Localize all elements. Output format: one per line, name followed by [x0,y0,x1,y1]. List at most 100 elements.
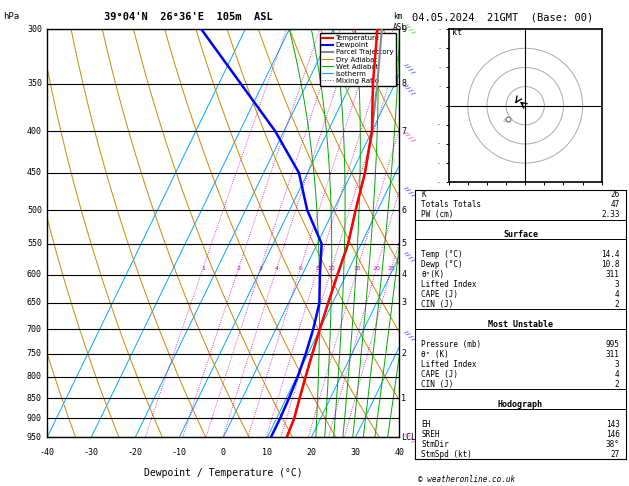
Text: 38°: 38° [606,440,620,449]
Text: 450: 450 [27,168,42,177]
Text: Temp (°C): Temp (°C) [421,250,463,259]
Text: 10: 10 [328,266,335,271]
Text: SREH: SREH [421,430,440,439]
Text: CAPE (J): CAPE (J) [421,370,459,379]
Text: 5: 5 [401,239,406,248]
Text: 700: 700 [27,325,42,334]
Text: 4: 4 [401,270,406,279]
Text: -10: -10 [172,448,187,457]
Text: 3: 3 [259,266,262,271]
Text: CIN (J): CIN (J) [421,300,454,309]
Text: 4: 4 [615,370,620,379]
Text: 2: 2 [615,300,620,309]
Text: 10: 10 [262,448,272,457]
Text: 27: 27 [610,450,620,459]
Text: 2.33: 2.33 [601,210,620,219]
Text: km
ASL: km ASL [393,12,407,32]
Text: 8: 8 [316,266,320,271]
Text: Dewp (°C): Dewp (°C) [421,260,463,269]
Text: 4: 4 [275,266,279,271]
Text: 14.4: 14.4 [601,250,620,259]
Text: 146: 146 [606,430,620,439]
Text: 6: 6 [298,266,302,271]
Text: 47: 47 [610,200,620,209]
Text: Pressure (mb): Pressure (mb) [421,340,482,349]
Text: © weatheronline.co.uk: © weatheronline.co.uk [418,474,515,484]
Text: -30: -30 [84,448,99,457]
Text: ////: //// [403,249,416,263]
Text: StmSpd (kt): StmSpd (kt) [421,450,472,459]
Text: ////: //// [403,62,416,76]
Text: EH: EH [421,420,431,429]
Text: 350: 350 [27,79,42,88]
Text: 20: 20 [372,266,381,271]
Text: Mixing Ratio (g/kg): Mixing Ratio (g/kg) [416,190,425,277]
Text: hPa: hPa [3,12,19,21]
Text: LCL: LCL [401,433,416,442]
Text: 6: 6 [401,206,406,215]
Text: 550: 550 [27,239,42,248]
Text: 26: 26 [610,190,620,199]
Text: 650: 650 [27,298,42,308]
Text: 4: 4 [615,290,620,299]
Text: ////: //// [403,430,416,445]
Text: -40: -40 [40,448,55,457]
Text: 25: 25 [387,266,396,271]
Text: 500: 500 [27,206,42,215]
Text: Hodograph: Hodograph [498,400,543,409]
Text: ////: //// [403,22,416,36]
Text: CIN (J): CIN (J) [421,380,454,389]
Text: 8: 8 [401,79,406,88]
Text: °: ° [502,120,506,126]
Text: 400: 400 [27,126,42,136]
Text: 7: 7 [401,126,406,136]
Text: 20: 20 [306,448,316,457]
Text: θᵉ (K): θᵉ (K) [421,350,449,359]
Text: 950: 950 [27,433,42,442]
Text: 3: 3 [401,298,406,308]
Text: 0: 0 [221,448,226,457]
Text: Lifted Index: Lifted Index [421,360,477,369]
Text: 2: 2 [615,380,620,389]
Text: θᵉ(K): θᵉ(K) [421,270,445,279]
Text: K: K [421,190,426,199]
Text: 9: 9 [401,25,406,34]
Text: 800: 800 [27,372,42,381]
Text: ////: //// [403,329,416,343]
Text: 2: 2 [401,349,406,358]
Text: 900: 900 [27,414,42,423]
Text: 40: 40 [394,448,404,457]
Text: 2: 2 [237,266,240,271]
Text: CAPE (J): CAPE (J) [421,290,459,299]
Text: 10.8: 10.8 [601,260,620,269]
Text: 30: 30 [350,448,360,457]
Text: kt: kt [452,28,462,37]
Text: Totals Totals: Totals Totals [421,200,482,209]
Text: 04.05.2024  21GMT  (Base: 00): 04.05.2024 21GMT (Base: 00) [412,12,593,22]
Text: 311: 311 [606,270,620,279]
Text: 750: 750 [27,349,42,358]
Text: StmDir: StmDir [421,440,449,449]
Text: 600: 600 [27,270,42,279]
Text: Surface: Surface [503,230,538,239]
Text: -20: -20 [128,448,143,457]
Text: 1: 1 [201,266,205,271]
Text: 39°04'N  26°36'E  105m  ASL: 39°04'N 26°36'E 105m ASL [104,12,273,22]
Text: 850: 850 [27,394,42,402]
Text: Lifted Index: Lifted Index [421,280,477,289]
Text: 15: 15 [353,266,361,271]
Text: ////: //// [403,185,416,199]
Legend: Temperature, Dewpoint, Parcel Trajectory, Dry Adiabat, Wet Adiabat, Isotherm, Mi: Temperature, Dewpoint, Parcel Trajectory… [320,33,396,87]
Text: ////: //// [403,83,416,97]
Text: 3: 3 [615,360,620,369]
Text: ////: //// [403,130,416,144]
Text: Dewpoint / Temperature (°C): Dewpoint / Temperature (°C) [144,468,303,478]
Text: 3: 3 [615,280,620,289]
Text: 995: 995 [606,340,620,349]
Text: 143: 143 [606,420,620,429]
Text: 311: 311 [606,350,620,359]
Text: PW (cm): PW (cm) [421,210,454,219]
Text: Most Unstable: Most Unstable [488,320,553,329]
Text: 300: 300 [27,25,42,34]
Text: 1: 1 [401,394,406,402]
